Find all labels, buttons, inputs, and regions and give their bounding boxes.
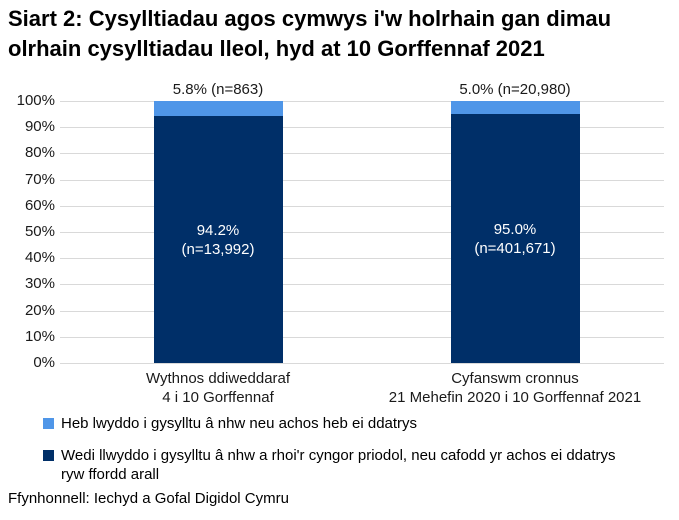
x-axis-category-line1: Wythnos ddiweddaraf — [145, 370, 291, 387]
bar-top-label: 5.0% (n=20,980) — [459, 81, 571, 98]
gridline — [60, 101, 664, 102]
gridline — [60, 127, 664, 129]
bar-inner-label: (n=401,671) — [474, 239, 556, 257]
bar-segment-not-contacted — [153, 101, 283, 117]
x-axis-category-line2: 21 Mehefin 2020 i 10 Gorffennaf 2021 — [388, 389, 642, 406]
x-axis-category-line1: Cyfanswm cronnus — [451, 370, 579, 387]
legend-item-not-contacted: Heb lwyddo i gysylltu â nhw neu achos he… — [43, 414, 663, 433]
y-axis-tick-label: 80% — [24, 144, 55, 162]
bar-segment-not-contacted — [450, 101, 580, 115]
bar-segment-contacted: 94.2% (n=13,992) — [153, 116, 283, 363]
source-note: Ffynhonnell: Iechyd a Gofal Digidol Cymr… — [8, 490, 289, 507]
legend-item-contacted: Wedi llwyddo i gysylltu â nhw a rhoi'r c… — [43, 446, 663, 484]
x-axis-category-label: Cyfanswm cronnus 21 Mehefin 2020 i 10 Gor… — [355, 369, 675, 407]
chart-title: Siart 2: Cysylltiadau agos cymwys i'w ho… — [8, 6, 612, 61]
y-axis-tick-label: 10% — [24, 327, 55, 345]
gridline — [60, 153, 664, 155]
legend-label: Wedi llwyddo i gysylltu â nhw a rhoi'r c… — [61, 447, 616, 483]
bar-inner-label: (n=13,992) — [181, 240, 255, 258]
legend-label: Heb lwyddo i gysylltu â nhw neu achos he… — [61, 415, 418, 432]
bar-top-label: 5.8% (n=863) — [172, 81, 264, 98]
y-axis-tick-label: 40% — [24, 249, 55, 267]
y-axis-tick-label: 20% — [24, 301, 55, 319]
legend-swatch-navy-icon — [43, 450, 54, 461]
gridline — [60, 179, 664, 181]
y-axis-tick-label: 0% — [33, 354, 55, 371]
legend: Heb lwyddo i gysylltu â nhw neu achos he… — [43, 414, 663, 497]
y-axis-tick-label: 60% — [24, 196, 55, 214]
bar-segment-contacted: 95.0% (n=401,671) — [450, 114, 580, 363]
y-axis: 100% 90% 80% 70% 60% 50% 40% 30% 20% 10% 0% — [0, 92, 55, 371]
y-axis-tick-label: 50% — [24, 223, 55, 240]
gridline — [60, 336, 664, 338]
y-axis-tick-label: 100% — [16, 92, 55, 109]
x-axis-category-label: Wythnos ddiweddaraf 4 i 10 Gorffennaf — [58, 369, 378, 407]
gridline — [60, 310, 664, 312]
legend-swatch-light-blue-icon — [43, 418, 54, 429]
gridline — [60, 363, 664, 364]
gridline — [60, 258, 664, 260]
gridline — [60, 232, 664, 233]
gridline — [60, 284, 664, 286]
y-axis-tick-label: 30% — [24, 275, 55, 293]
y-axis-tick-label: 70% — [24, 170, 55, 188]
x-axis-category-line2: 4 i 10 Gorffennaf — [162, 389, 274, 406]
bar-inner-label: 94.2% — [196, 221, 240, 239]
bar-inner-label: 95.0% — [493, 220, 537, 238]
y-axis-tick-label: 90% — [24, 118, 55, 136]
plot-area: 94.2% (n=13,992) 5.8% (n=863) 95.0% (n=401,6… — [60, 81, 664, 364]
gridline — [60, 205, 664, 207]
